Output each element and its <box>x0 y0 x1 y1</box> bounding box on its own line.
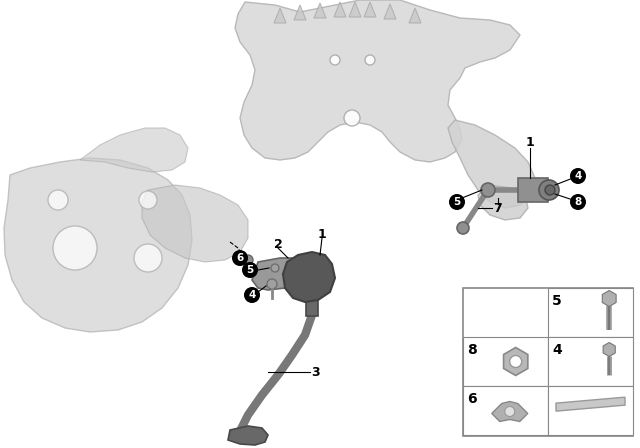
Text: 6: 6 <box>467 392 477 406</box>
Polygon shape <box>478 185 528 220</box>
Text: 3: 3 <box>312 366 320 379</box>
Circle shape <box>509 356 522 367</box>
Text: 8: 8 <box>467 343 477 357</box>
Circle shape <box>243 255 253 265</box>
Text: 8: 8 <box>574 197 582 207</box>
Circle shape <box>139 191 157 209</box>
Bar <box>548 288 633 337</box>
Polygon shape <box>142 185 248 262</box>
Polygon shape <box>492 401 528 422</box>
Polygon shape <box>252 258 310 290</box>
Text: 6: 6 <box>236 253 244 263</box>
Polygon shape <box>556 397 625 411</box>
Circle shape <box>344 110 360 126</box>
Polygon shape <box>294 5 306 20</box>
Polygon shape <box>602 290 616 306</box>
Polygon shape <box>334 2 346 17</box>
Circle shape <box>267 279 277 289</box>
Circle shape <box>539 180 559 200</box>
Bar <box>463 288 633 436</box>
Polygon shape <box>228 426 268 445</box>
Circle shape <box>545 185 555 195</box>
Circle shape <box>481 183 495 197</box>
Circle shape <box>330 55 340 65</box>
Circle shape <box>365 55 375 65</box>
Circle shape <box>271 264 279 272</box>
Text: 4: 4 <box>552 343 562 357</box>
Text: 7: 7 <box>493 202 502 215</box>
Text: 4: 4 <box>574 171 582 181</box>
Polygon shape <box>314 3 326 18</box>
Circle shape <box>242 262 258 278</box>
Circle shape <box>570 194 586 210</box>
Polygon shape <box>603 343 615 357</box>
Bar <box>518 178 548 202</box>
Bar <box>463 337 548 386</box>
Circle shape <box>505 406 515 417</box>
Circle shape <box>134 244 162 272</box>
Text: 5: 5 <box>246 265 253 275</box>
Polygon shape <box>4 158 192 332</box>
Text: 1: 1 <box>317 228 326 241</box>
Polygon shape <box>349 2 361 17</box>
Bar <box>306 298 318 316</box>
Text: 5: 5 <box>453 197 461 207</box>
Circle shape <box>48 190 68 210</box>
Polygon shape <box>409 8 421 23</box>
Circle shape <box>244 287 260 303</box>
Polygon shape <box>364 2 376 17</box>
Circle shape <box>449 194 465 210</box>
Circle shape <box>53 226 97 270</box>
Text: 1: 1 <box>525 137 534 150</box>
Circle shape <box>232 250 248 266</box>
Polygon shape <box>448 120 535 208</box>
Polygon shape <box>235 0 520 162</box>
Bar <box>548 386 633 435</box>
Text: 2: 2 <box>274 237 282 250</box>
Text: 5: 5 <box>552 294 562 308</box>
Polygon shape <box>384 4 396 19</box>
Polygon shape <box>80 128 188 172</box>
Bar <box>548 337 633 386</box>
Polygon shape <box>283 252 335 302</box>
Circle shape <box>570 168 586 184</box>
Polygon shape <box>274 8 286 23</box>
Polygon shape <box>504 348 528 375</box>
Bar <box>463 386 548 435</box>
Circle shape <box>457 222 469 234</box>
Text: 4: 4 <box>248 290 256 300</box>
